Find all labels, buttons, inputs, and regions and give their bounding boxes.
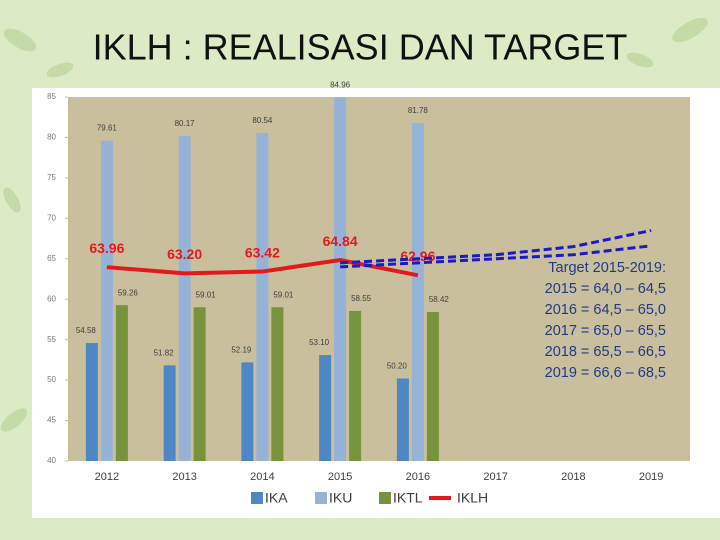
annotation-line: 2017 = 65,0 – 65,5 [545,323,666,339]
value-label: 58.55 [351,294,372,303]
y-tick-label: 60 [47,294,56,303]
legend-label: IKA [265,490,288,506]
x-tick-label: 2014 [250,471,274,483]
line-value-label: 64.84 [323,233,358,249]
value-label: 80.54 [252,116,273,125]
x-tick-label: 2017 [483,471,507,483]
bar [100,140,113,461]
bar [241,362,254,461]
annotation-line: 2018 = 65,5 – 66,5 [545,344,666,360]
y-tick-label: 75 [47,173,56,182]
y-tick-label: 85 [47,92,56,101]
bar [349,310,362,461]
target-line [340,244,652,269]
x-tick-label: 2013 [172,471,196,483]
value-label: 59.01 [273,290,294,299]
annotation-line: 2016 = 64,5 – 65,0 [545,302,666,318]
value-label: 51.82 [154,348,175,357]
line-value-label: 63.20 [167,246,202,262]
line-value-label: 62.96 [400,248,435,264]
bar [396,378,409,461]
legend-label: IKLH [457,490,488,506]
x-tick-label: 2018 [561,471,585,483]
y-tick-label: 80 [47,133,56,142]
bar [256,133,269,461]
value-label: 80.17 [175,119,196,128]
value-label: 79.61 [97,124,118,133]
legend-label: IKTL [393,490,423,506]
y-tick-label: 45 [47,416,56,425]
leaf-pattern [0,17,717,492]
bar [411,123,424,462]
bar [319,355,332,461]
annotation-line: 2019 = 66,6 – 68,5 [545,365,666,381]
bar [115,305,128,461]
bar [271,307,284,461]
value-label: 59.01 [196,290,217,299]
legend-label: IKU [329,490,352,506]
x-tick-label: 2019 [639,471,663,483]
y-tick-label: 70 [47,213,56,222]
bar [178,136,191,461]
y-tick-label: 65 [47,254,56,263]
value-label: 53.10 [309,338,330,347]
plot-area [68,97,690,461]
annotation-title: Target 2015-2019: [548,260,666,276]
slide-title: IKLH : REALISASI DAN TARGET [93,27,628,68]
value-label: 54.58 [76,326,97,335]
target-line [340,228,652,265]
value-label: 58.42 [429,295,450,304]
y-tick-label: 50 [47,375,56,384]
x-tick-label: 2015 [328,471,352,483]
bar [426,312,439,461]
bar [193,307,206,461]
x-tick-label: 2016 [406,471,430,483]
y-tick-label: 55 [47,335,56,344]
line-value-label: 63.96 [89,240,124,256]
bar [163,365,176,461]
legend-swatch [315,492,327,504]
value-label: 59.26 [118,288,139,297]
legend-swatch [251,492,263,504]
bar [334,97,347,462]
value-label: 84.96 [330,80,351,89]
y-tick-label: 40 [47,456,56,465]
legend-swatch [379,492,391,504]
annotation-line: 2015 = 64,0 – 64,5 [545,281,666,297]
value-label: 50.20 [387,362,408,371]
line-value-label: 63.42 [245,244,280,260]
bar [85,343,98,461]
value-label: 81.78 [408,106,429,115]
value-label: 52.19 [231,346,252,355]
x-tick-label: 2012 [95,471,119,483]
